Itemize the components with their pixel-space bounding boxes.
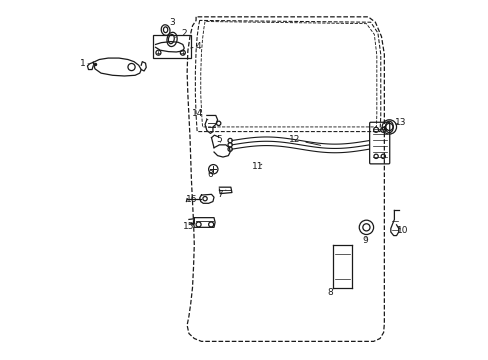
- Text: 15: 15: [183, 222, 194, 231]
- Text: 7: 7: [217, 190, 225, 199]
- Text: 16: 16: [185, 195, 200, 204]
- Text: 8: 8: [326, 285, 333, 297]
- Text: 2: 2: [175, 29, 187, 38]
- Bar: [153, 35, 190, 58]
- Text: 14: 14: [192, 109, 207, 120]
- Text: 1: 1: [80, 59, 88, 68]
- Text: 4: 4: [190, 42, 201, 51]
- Text: 11: 11: [252, 162, 264, 171]
- Text: 9: 9: [362, 237, 368, 246]
- Text: 12: 12: [288, 135, 320, 145]
- Text: 3: 3: [166, 18, 175, 28]
- Text: 10: 10: [396, 226, 407, 235]
- Text: 6: 6: [207, 170, 213, 179]
- Text: 13: 13: [394, 118, 406, 127]
- Text: 5: 5: [216, 135, 222, 144]
